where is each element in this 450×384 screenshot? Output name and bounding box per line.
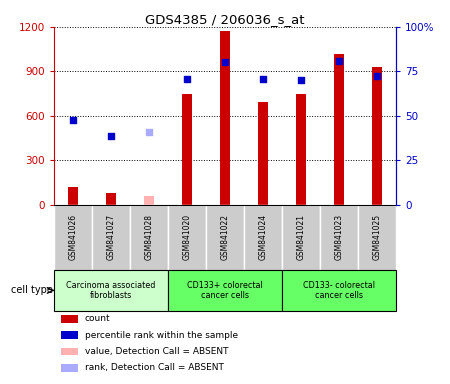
Bar [258, 103, 268, 205]
Text: count: count [85, 314, 110, 323]
Text: cell type: cell type [11, 285, 53, 295]
Bar [61, 364, 78, 372]
Point [184, 76, 191, 82]
Text: GSM841024: GSM841024 [258, 214, 267, 260]
Bar [68, 187, 78, 205]
Text: Carcinoma associated
fibroblasts: Carcinoma associated fibroblasts [66, 281, 156, 300]
Point [259, 76, 266, 82]
Point [335, 58, 342, 64]
Text: GSM841028: GSM841028 [144, 214, 153, 260]
Bar [220, 31, 230, 205]
Bar [92, 205, 130, 270]
Point [108, 133, 115, 139]
Bar [61, 348, 78, 356]
Bar [282, 270, 396, 311]
Point [145, 129, 153, 135]
Bar [61, 315, 78, 323]
Bar [144, 197, 154, 205]
Text: GSM841023: GSM841023 [334, 214, 343, 260]
Bar [168, 270, 282, 311]
Text: GSM841021: GSM841021 [297, 214, 306, 260]
Point [374, 73, 381, 79]
Bar [358, 205, 396, 270]
Text: GSM841026: GSM841026 [68, 214, 77, 260]
Bar [54, 205, 92, 270]
Text: GSM841027: GSM841027 [107, 214, 116, 260]
Bar [130, 205, 168, 270]
Bar [244, 205, 282, 270]
Title: GDS4385 / 206036_s_at: GDS4385 / 206036_s_at [145, 13, 305, 26]
Bar [372, 67, 382, 205]
Text: value, Detection Call = ABSENT: value, Detection Call = ABSENT [85, 347, 228, 356]
Bar [282, 205, 320, 270]
Text: percentile rank within the sample: percentile rank within the sample [85, 331, 238, 340]
Bar [334, 53, 344, 205]
Bar [106, 193, 116, 205]
Bar [61, 331, 78, 339]
Point [297, 77, 305, 83]
Point [221, 60, 229, 66]
Bar [54, 270, 168, 311]
Text: GSM841022: GSM841022 [220, 214, 230, 260]
Point [69, 117, 76, 123]
Bar [206, 205, 244, 270]
Text: CD133+ colorectal
cancer cells: CD133+ colorectal cancer cells [187, 281, 263, 300]
Bar [296, 94, 306, 205]
Text: GSM841025: GSM841025 [373, 214, 382, 260]
Text: GSM841020: GSM841020 [183, 214, 192, 260]
Bar [168, 205, 206, 270]
Text: CD133- colorectal
cancer cells: CD133- colorectal cancer cells [303, 281, 375, 300]
Bar [320, 205, 358, 270]
Text: rank, Detection Call = ABSENT: rank, Detection Call = ABSENT [85, 363, 224, 372]
Bar [182, 94, 192, 205]
